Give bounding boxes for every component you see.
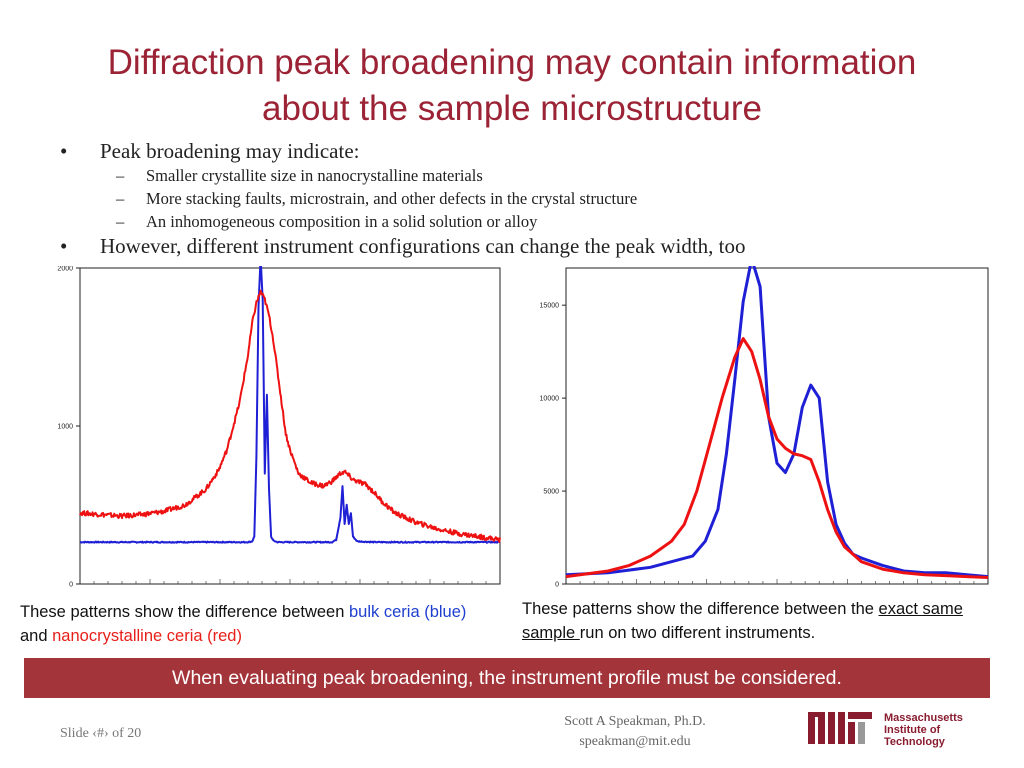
author-name: Scott A Speakman, Ph.D. — [564, 714, 706, 729]
sub-bullet-1-text: Smaller crystallite size in nanocrystall… — [146, 166, 483, 185]
bullet-symbol: • — [60, 234, 68, 258]
logo-line-2: Institute of — [884, 724, 941, 736]
mit-logo: Massachusetts Institute of Technology — [806, 710, 996, 750]
title-line-2: about the sample microstructure — [262, 89, 762, 128]
slide-title: Diffraction peak broadening may contain … — [40, 40, 984, 132]
sub-bullet-3: – An inhomogeneous composition in a soli… — [58, 210, 998, 233]
caption-left-blue: bulk ceria (blue) — [349, 603, 467, 621]
sub-bullet-2: – More stacking faults, microstrain, and… — [58, 187, 998, 210]
mit-logo-text: Massachusetts Institute of Technology — [884, 712, 963, 748]
chart-right-svg: 0 5000 10000 15000 — [540, 266, 989, 589]
y-tick-label: 15000 — [540, 303, 560, 310]
y-tick-label: 0 — [555, 582, 559, 589]
caption-right-pre: These patterns show the difference betwe… — [522, 600, 879, 618]
chart-left: 0 1000 2000 — [56, 266, 502, 590]
series-line-0 — [565, 266, 989, 579]
dash-symbol: – — [116, 166, 125, 185]
logo-line-1: Massachusetts — [884, 712, 963, 724]
author-block: Scott A Speakman, Ph.D. speakman@mit.edu — [520, 712, 750, 752]
sub-bullet-3-text: An inhomogeneous composition in a solid … — [146, 212, 538, 231]
series-line-1 — [565, 337, 989, 579]
bullet-1-text: Peak broadening may indicate: — [100, 139, 360, 163]
y-tick-label: 10000 — [540, 396, 560, 403]
bullet-1: • Peak broadening may indicate: — [58, 138, 998, 164]
bullet-symbol: • — [60, 139, 68, 163]
caption-right-underline: exact same sample — [522, 600, 963, 642]
bullet-2-text: However, different instrument configurat… — [100, 234, 746, 258]
logo-line-3: Technology — [884, 736, 945, 748]
plot-frame — [565, 267, 989, 585]
caption-left-pre: These patterns show the difference betwe… — [20, 603, 349, 621]
caption-left-mid: and — [20, 627, 53, 645]
chart-right: 0 5000 10000 15000 — [528, 266, 990, 590]
title-line-1: Diffraction peak broadening may contain … — [107, 43, 917, 82]
bullet-2: • However, different instrument configur… — [58, 233, 998, 259]
caption-left-red: nanocrystalline ceria (red) — [52, 627, 242, 645]
caption-left: These patterns show the difference betwe… — [20, 600, 490, 648]
caption-right: These patterns show the difference betwe… — [522, 597, 1012, 645]
sub-bullet-2-text: More stacking faults, microstrain, and o… — [146, 189, 638, 208]
series-line-0 — [79, 266, 501, 544]
y-tick-label: 5000 — [543, 489, 559, 496]
dash-symbol: – — [116, 189, 125, 208]
y-tick-label: 0 — [69, 582, 73, 589]
dash-symbol: – — [116, 212, 125, 231]
chart-left-svg: 0 1000 2000 — [57, 266, 501, 589]
slide-number: Slide ‹#› of 20 — [60, 726, 142, 741]
author-email: speakman@mit.edu — [579, 734, 691, 749]
y-tick-label: 2000 — [57, 266, 73, 273]
series-line-1 — [79, 289, 501, 543]
mit-logo-mark-icon — [808, 712, 872, 744]
bullet-list: • Peak broadening may indicate: – Smalle… — [58, 138, 998, 259]
caption-right-post: run on two different instruments. — [579, 624, 816, 642]
y-tick-label: 1000 — [57, 424, 73, 431]
conclusion-banner: When evaluating peak broadening, the ins… — [24, 658, 990, 698]
plot-frame — [79, 267, 501, 585]
sub-bullet-1: – Smaller crystallite size in nanocrysta… — [58, 164, 998, 187]
